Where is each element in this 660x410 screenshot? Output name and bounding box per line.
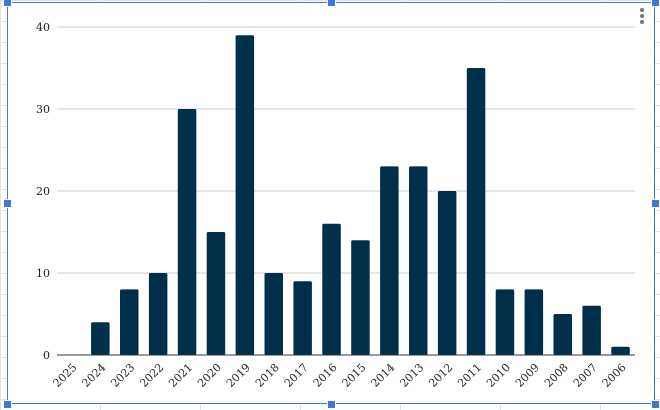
x-tick-label: 2019 [224,361,253,390]
bars [91,35,630,355]
x-tick-label: 2013 [397,361,426,390]
bar-2012 [437,191,457,355]
bar-2022 [148,273,168,355]
y-tick-label: 40 [36,21,50,34]
x-tick-label: 2016 [311,361,340,390]
x-tick-label: 2015 [340,361,369,390]
x-tick-label: 2021 [166,361,195,390]
x-tick-label: 2023 [108,361,137,390]
y-tick-label: 30 [36,103,50,116]
x-tick-label: 2022 [137,361,166,390]
gridlines [57,26,635,274]
bar-2011 [466,68,486,355]
more-vert-icon[interactable] [637,8,647,26]
x-tick-label: 2018 [253,361,282,390]
x-tick-label: 2014 [368,361,397,390]
x-tick-label: 2010 [484,361,513,390]
x-tick-label: 2025 [51,361,80,390]
bar-2021 [177,109,197,355]
y-tick-label: 0 [43,349,50,362]
bar-2014 [380,166,399,355]
resize-handle-top-center[interactable] [327,0,336,7]
bar-2018 [264,273,283,355]
bar-2010 [495,289,515,355]
bar-2009 [524,289,544,355]
x-tick-label: 2006 [600,361,629,390]
x-tick-label: 2011 [455,361,484,390]
bar-2006 [611,346,630,355]
x-axis-tick-labels: 2025 2024 2023 2022 2021 2020 2019 2018 2017 2016… [51,361,629,390]
bar-2019 [235,35,255,355]
y-axis-tick-labels: 0 10 20 30 40 [36,21,50,362]
bar-2024 [91,322,110,355]
bar-2016 [322,223,341,355]
bar-2008 [553,314,572,355]
bar-2013 [409,166,428,355]
y-tick-label: 20 [36,185,50,198]
resize-handle-bottom-center[interactable] [327,400,336,409]
x-tick-label: 2008 [542,361,571,390]
bar-2017 [293,281,312,355]
x-tick-label: 2024 [79,361,108,390]
x-tick-label: 2020 [195,361,224,390]
x-tick-label: 2009 [513,361,542,390]
x-tick-label: 2007 [571,361,600,390]
bar-2023 [120,289,139,355]
resize-handle-top-left[interactable] [3,0,12,7]
resize-handle-middle-left[interactable] [3,199,12,208]
bar-2020 [206,232,226,355]
bar-2015 [351,240,370,355]
y-tick-label: 10 [36,267,50,280]
x-tick-label: 2017 [282,361,311,390]
bar-2007 [582,305,601,355]
x-tick-label: 2012 [426,361,455,390]
resize-handle-bottom-left[interactable] [3,400,12,409]
